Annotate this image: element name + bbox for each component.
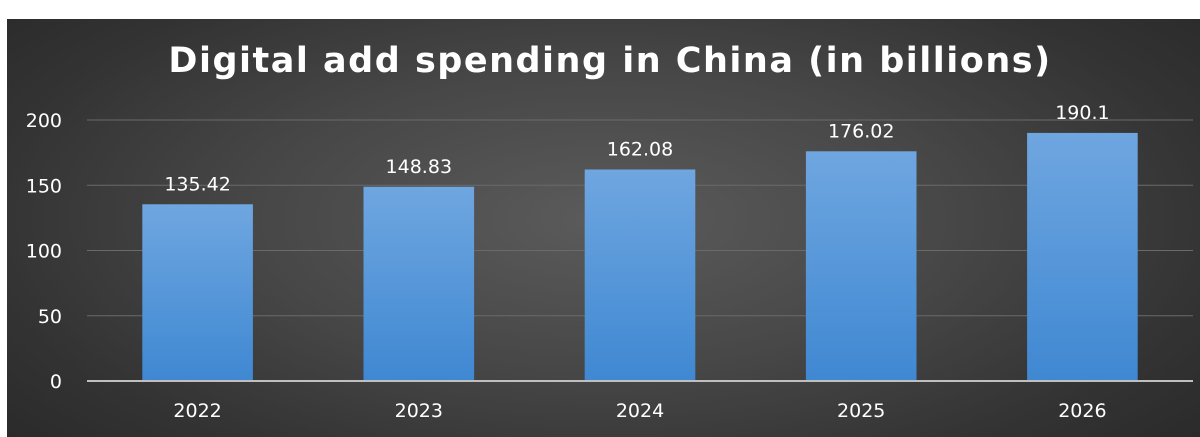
y-tick-label: 200 (26, 110, 62, 132)
chart-title: Digital add spending in China (in billio… (168, 41, 1051, 81)
x-axis: 2022 2023 2024 2025 2026 (87, 380, 1193, 422)
bar-series: 135.42 148.83 162.08 176.02 190.1 (142, 102, 1138, 381)
x-tick-label: 2023 (395, 400, 443, 422)
data-label: 148.83 (386, 156, 452, 178)
data-label: 162.08 (607, 138, 673, 160)
chart-area: Digital add spending in China (in billio… (7, 19, 1200, 437)
data-label: 190.1 (1055, 102, 1109, 124)
bar-2022 (142, 204, 253, 381)
data-label: 135.42 (164, 173, 230, 195)
x-tick-label: 2025 (837, 400, 885, 422)
bar-2026 (1027, 132, 1138, 381)
y-axis: 0 50 100 150 200 (26, 110, 62, 393)
y-tick-label: 100 (26, 241, 62, 263)
data-label: 176.02 (828, 120, 894, 142)
x-tick-label: 2024 (616, 400, 664, 422)
x-tick-label: 2026 (1058, 400, 1106, 422)
x-tick-label: 2022 (173, 400, 221, 422)
bar-2024 (584, 169, 696, 381)
y-tick-label: 50 (38, 306, 62, 328)
y-tick-label: 150 (26, 175, 62, 197)
y-tick-label: 0 (50, 371, 62, 393)
bar-chart: Digital add spending in China (in billio… (26, 41, 1193, 422)
bar-2023 (363, 186, 475, 381)
bar-2025 (805, 151, 917, 381)
